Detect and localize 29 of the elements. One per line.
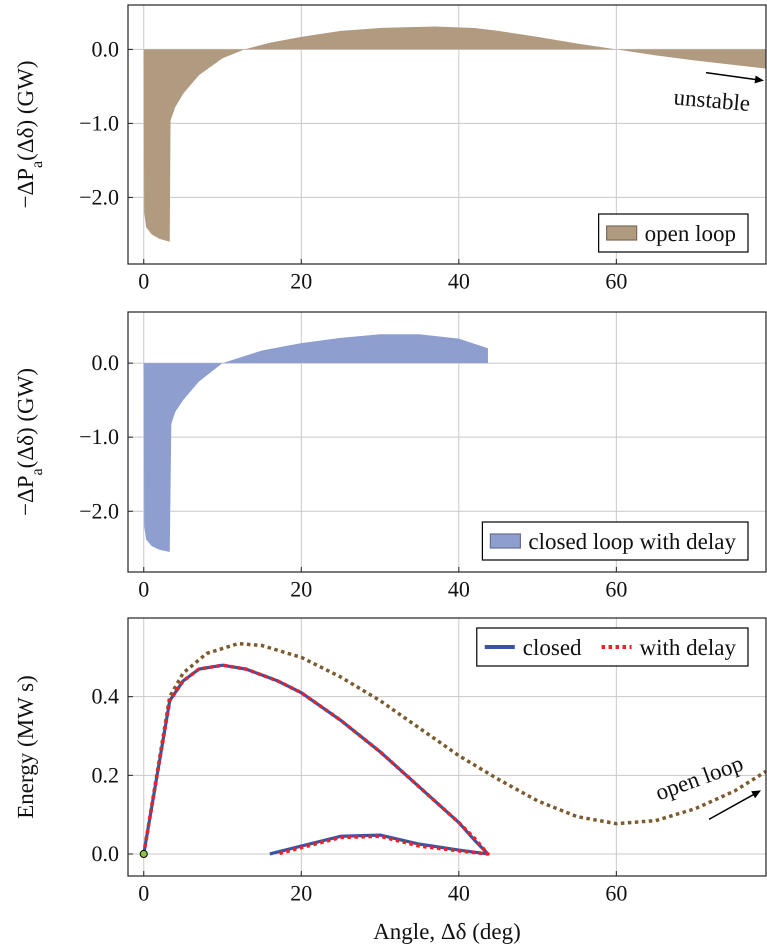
legend-label: closed bbox=[522, 635, 582, 660]
y-tick-label: 0.2 bbox=[92, 762, 119, 788]
y-tick-label: 0.0 bbox=[92, 36, 119, 62]
x-tick-label: 60 bbox=[605, 576, 628, 602]
y-tick-label: −2.0 bbox=[79, 498, 119, 524]
legend-label: closed loop with delay bbox=[528, 529, 736, 554]
x-tick-label: 20 bbox=[290, 268, 312, 294]
x-tick-label: 0 bbox=[138, 268, 150, 294]
x-tick-label: 0 bbox=[138, 576, 150, 602]
y-tick-label: 0.0 bbox=[92, 841, 119, 866]
y-tick-label: 0.4 bbox=[92, 684, 119, 709]
y-axis-title: Energy (MW s) bbox=[13, 675, 38, 819]
y-tick-label: −1.0 bbox=[79, 110, 119, 136]
x-tick-label: 0 bbox=[138, 880, 150, 906]
annotation: open loop bbox=[652, 750, 746, 806]
x-tick-label: 20 bbox=[290, 576, 312, 602]
x-tick-label: 40 bbox=[448, 880, 470, 906]
x-tick-label: 60 bbox=[605, 268, 628, 294]
x-tick-label: 40 bbox=[448, 576, 470, 602]
annotation: unstable bbox=[672, 84, 752, 116]
y-tick-label: −1.0 bbox=[79, 424, 119, 450]
x-tick-label: 20 bbox=[290, 880, 312, 906]
x-tick-label: 60 bbox=[605, 880, 628, 906]
legend-label: open loop bbox=[644, 221, 736, 246]
x-tick-label: 40 bbox=[448, 268, 470, 294]
legend-label: with delay bbox=[640, 635, 736, 660]
y-tick-label: −2.0 bbox=[79, 184, 119, 210]
x-axis-title: Angle, Δδ (deg) bbox=[373, 919, 521, 944]
y-tick-label: 0.0 bbox=[92, 350, 119, 376]
